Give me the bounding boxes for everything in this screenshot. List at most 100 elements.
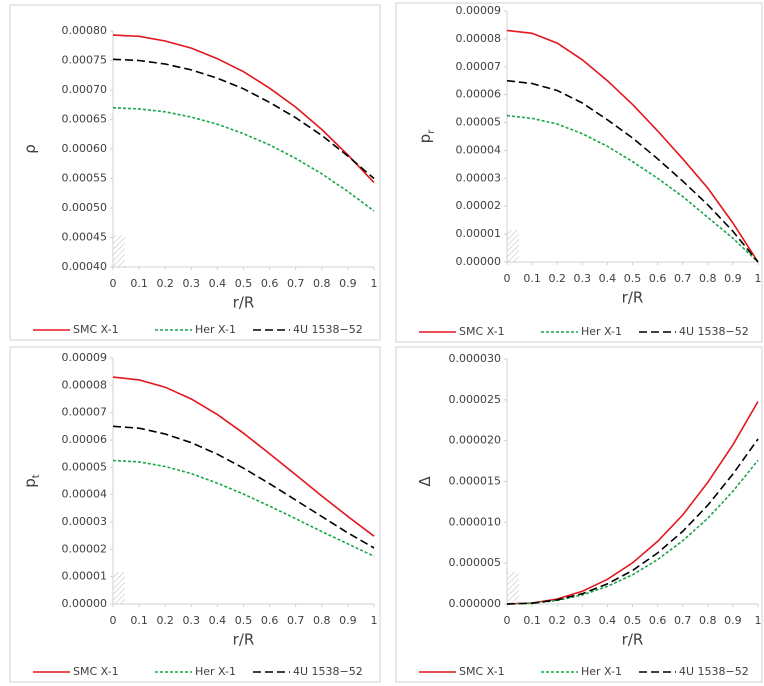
y-axis-title-main: p [21,478,39,488]
y-axis-title: ρ [21,144,39,154]
y-axis-title: pt [21,474,42,488]
x-tick-label: 0.6 [261,277,279,290]
y-tick-label: 0.00008 [456,32,502,45]
hatch-region [507,230,519,262]
y-tick-label: 0.00004 [62,488,108,501]
legend-label: SMC X-1 [73,665,119,678]
series-line [506,401,759,605]
y-tick-label: 0.00006 [62,433,108,446]
y-tick-label: 0.00007 [456,60,502,73]
x-tick-label: 0.2 [156,277,174,290]
y-tick-label: 0.00007 [62,406,108,419]
y-axis-title-main: p [416,134,434,144]
x-tick-label: 0.1 [130,277,148,290]
y-tick-label: 0.00000 [62,597,108,610]
panel-border [395,2,763,343]
y-tick-label: 0.00003 [456,171,502,184]
x-tick-label: 0.5 [235,614,253,627]
panel-border [395,346,763,683]
hatch-region [113,572,125,604]
x-tick-label: 0.2 [548,272,566,285]
legend-label: 4U 1538−52 [679,325,749,338]
y-tick-label: 0.000000 [449,597,502,610]
x-tick-label: 1 [371,277,378,290]
x-tick-label: 0 [110,614,117,627]
legend-label: 4U 1538−52 [293,665,363,678]
x-tick-label: 0.7 [287,614,305,627]
series-line [112,459,375,557]
hatch-region [507,572,519,604]
legend-label: 4U 1538−52 [293,323,363,336]
y-axis-title: pr [416,129,437,144]
series-line [506,438,759,605]
x-tick-label: 0.3 [574,614,592,627]
y-tick-label: 0.00003 [62,515,108,528]
series-line [112,34,375,184]
y-tick-label: 0.00001 [456,227,502,240]
y-tick-label: 0.000025 [449,393,502,406]
y-axis-title-sub: r [426,129,437,134]
x-tick-label: 0.4 [599,272,617,285]
series-line [112,425,375,549]
legend-label: 4U 1538−52 [679,665,749,678]
x-tick-label: 0.8 [699,272,717,285]
y-axis-title-main: ρ [21,144,39,154]
y-tick-label: 0.00060 [62,142,108,155]
x-tick-label: 0.9 [339,277,357,290]
x-axis-title: r/R [622,631,644,649]
x-tick-label: 0 [110,277,117,290]
y-tick-label: 0.00000 [456,255,502,268]
series-line [506,459,759,605]
x-tick-label: 0.9 [339,614,357,627]
x-tick-label: 0.2 [548,614,566,627]
legend-label: Her X-1 [581,325,622,338]
x-tick-label: 0.1 [130,614,148,627]
panel-border [9,4,381,341]
y-tick-label: 0.00070 [62,83,108,96]
y-tick-label: 0.00001 [62,570,108,583]
y-tick-label: 0.000020 [449,434,502,447]
x-tick-label: 0.2 [156,614,174,627]
y-tick-label: 0.00004 [456,143,502,156]
legend-label: SMC X-1 [73,323,119,336]
x-tick-label: 0.1 [523,272,541,285]
x-tick-label: 0.7 [674,614,692,627]
series-line [506,29,759,263]
y-tick-label: 0.00009 [456,4,502,17]
y-tick-label: 0.000030 [449,352,502,365]
legend-label: Her X-1 [581,665,622,678]
y-tick-label: 0.00080 [62,24,108,37]
x-tick-label: 0.3 [574,272,592,285]
series-line [506,79,759,263]
y-axis-title-main: Δ [416,476,434,487]
y-tick-label: 0.000005 [449,556,502,569]
series-line [506,114,759,263]
y-axis-title: Δ [416,476,434,487]
x-tick-label: 0.6 [649,272,667,285]
y-axis-title-sub: t [31,474,42,478]
legend-label: SMC X-1 [459,325,505,338]
y-tick-label: 0.00005 [456,116,502,129]
y-tick-label: 0.00075 [62,54,108,67]
y-tick-label: 0.00005 [62,460,108,473]
y-tick-label: 0.000015 [449,475,502,488]
x-tick-label: 0.8 [313,277,331,290]
x-tick-label: 1 [371,614,378,627]
y-tick-label: 0.00040 [62,260,108,273]
x-tick-label: 1 [755,614,762,627]
x-tick-label: 0.6 [649,614,667,627]
x-tick-label: 0.5 [235,277,253,290]
x-tick-label: 0.9 [724,272,742,285]
y-tick-label: 0.00002 [62,542,108,555]
x-tick-label: 0.7 [674,272,692,285]
series-line [112,376,375,537]
x-tick-label: 0.8 [699,614,717,627]
panel-border [9,346,381,683]
x-tick-label: 0.9 [724,614,742,627]
x-tick-label: 0.5 [624,272,642,285]
x-tick-label: 0.3 [183,277,201,290]
x-tick-label: 0.6 [261,614,279,627]
y-tick-label: 0.000010 [449,515,502,528]
x-tick-label: 0.4 [209,277,227,290]
legend-label: Her X-1 [195,665,236,678]
